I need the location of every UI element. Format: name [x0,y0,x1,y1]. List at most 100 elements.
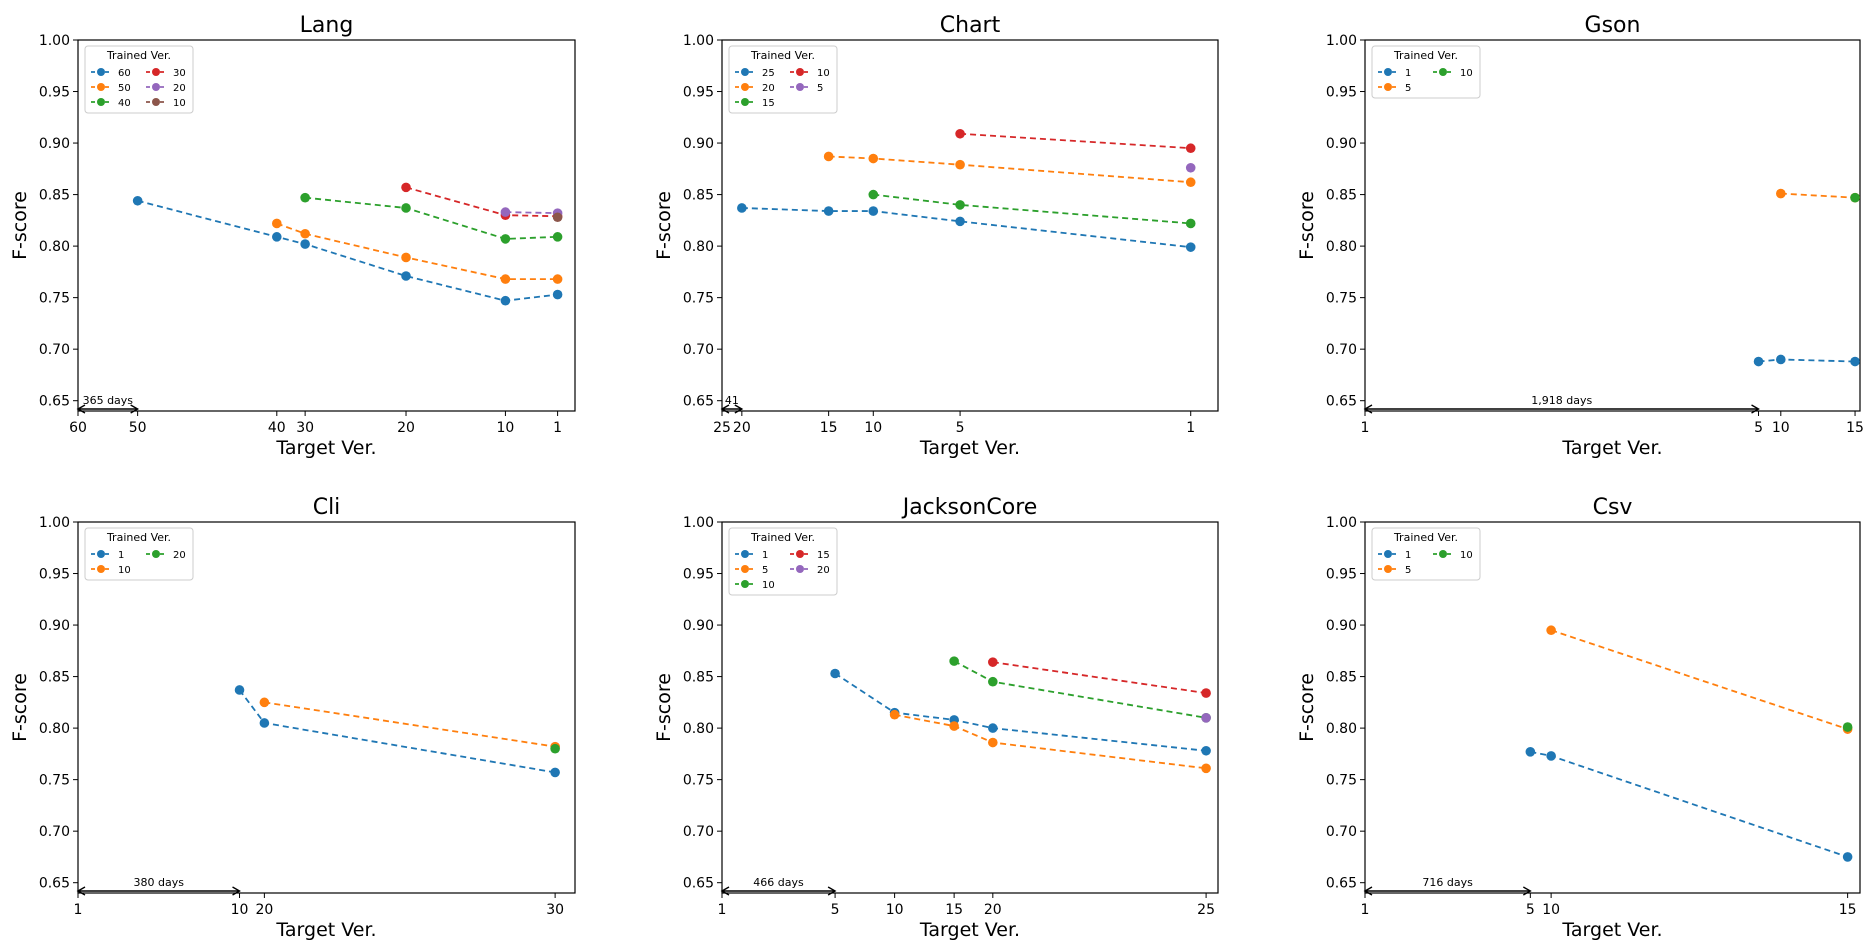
y-tick-label: 0.80 [1326,239,1357,255]
y-axis-label: F-score [1296,191,1318,260]
x-tick-label: 20 [397,420,415,436]
legend-entry-label: 20 [173,550,186,561]
data-point [823,206,834,216]
series-line [741,207,1191,249]
series-line [137,199,558,302]
series-5 [1546,625,1853,734]
data-point [1185,143,1196,154]
x-tick-label: 10 [497,420,515,436]
data-point [889,709,900,720]
y-tick-label: 0.75 [683,291,714,307]
y-tick-label: 0.85 [1326,188,1357,204]
series-50 [272,218,563,284]
series-line [1530,750,1848,858]
legend-entry-label: 20 [173,83,186,94]
legend-box [1371,45,1481,99]
y-tick-label: 0.85 [1326,670,1357,686]
legend-box [728,45,838,114]
legend-title: Trained Ver. [750,531,815,544]
series-1 [234,685,560,778]
series-10 [1850,192,1860,203]
series-line [264,701,556,748]
legend-swatch-marker [97,68,105,76]
series-5 [1185,162,1196,173]
plot-frame [77,521,576,894]
legend-swatch-marker [1384,550,1392,558]
data-point [868,189,879,200]
legend-swatch-marker [1439,550,1447,558]
legend-entry-label: 40 [118,98,131,109]
legend-entry-label: 5 [817,83,823,94]
y-tick-label: 0.85 [683,670,714,686]
y-axis-label: F-score [9,191,31,260]
legend-entry-label: 30 [173,68,186,79]
x-tick-label: 50 [129,420,147,436]
legend-entry-label: 10 [173,98,186,109]
chart-panel-cli: Cli 0.65 0.70 0.75 0.80 0.85 0.90 0.95 1.00 1 10 20… [9,495,576,941]
legend-entry-label: 50 [118,83,131,94]
legend-entry-label: 1 [1405,68,1411,79]
legend-title: Trained Ver. [106,531,171,544]
data-point [300,228,310,239]
legend-swatch-marker [741,580,749,588]
data-point [955,128,965,139]
range-arrow-right-head [1751,404,1760,414]
y-tick-label: 0.85 [39,188,70,204]
range-arrow-left-head [1363,404,1373,414]
x-tick-label: 15 [820,420,838,436]
x-tick-label: 1 [718,902,727,918]
series-20 [550,743,560,754]
legend-entry-label: 15 [817,550,830,561]
legend-entry-label: 10 [817,68,830,79]
legend-entry-label: 15 [762,98,775,109]
legend-swatch-marker [152,550,160,558]
y-axis-label: F-score [1296,673,1318,742]
range-annotation-label: 365 days [83,394,134,407]
data-point [955,159,965,170]
legend-entry-label: 5 [1405,565,1411,576]
legend-swatch-marker [1439,68,1447,76]
series-line [1550,629,1848,730]
y-tick-label: 1.00 [39,33,70,49]
x-tick-label: 5 [831,902,840,918]
y-tick-label: 0.90 [1326,618,1357,634]
y-tick-label: 0.75 [39,773,70,789]
chart-title: Lang [300,13,354,38]
range-annotation-label: 41 [725,394,739,407]
chart-panel-jacksoncore: JacksonCore 0.65 0.70 0.75 0.80 0.85 0.90 0.95 1… [653,495,1219,941]
series-line [894,713,1207,770]
x-tick-label: 5 [1754,420,1763,436]
series-line [992,661,1207,694]
series-20 [1201,713,1211,723]
series-30 [401,182,563,222]
data-point [1185,242,1196,252]
y-tick-label: 1.00 [683,515,714,531]
legend-entry-label: 25 [762,68,775,79]
y-tick-label: 1.00 [39,515,70,531]
range-arrow-left-head [76,404,86,414]
x-tick-label: 30 [296,420,314,436]
y-tick-label: 0.65 [39,876,70,892]
legend-entry-label: 10 [762,580,775,591]
series-25 [737,203,1196,252]
x-tick-label: 5 [956,420,965,436]
series-15 [988,657,1211,698]
data-point [552,212,563,223]
legend-entry-label: 1 [1405,550,1411,561]
y-tick-label: 0.90 [39,618,70,634]
y-tick-label: 1.00 [1326,33,1357,49]
x-tick-label: 15 [945,902,963,918]
x-tick-label: 20 [984,902,1002,918]
data-point [401,252,411,263]
x-tick-label: 1 [553,420,562,436]
legend-swatch-marker [741,68,749,76]
y-tick-label: 0.80 [683,721,714,737]
y-tick-label: 0.75 [1326,291,1357,307]
series-60 [132,195,563,306]
y-tick-label: 0.95 [39,567,70,583]
y-tick-label: 0.70 [683,824,714,840]
data-point [1842,722,1853,732]
legend-entry-label: 60 [118,68,131,79]
